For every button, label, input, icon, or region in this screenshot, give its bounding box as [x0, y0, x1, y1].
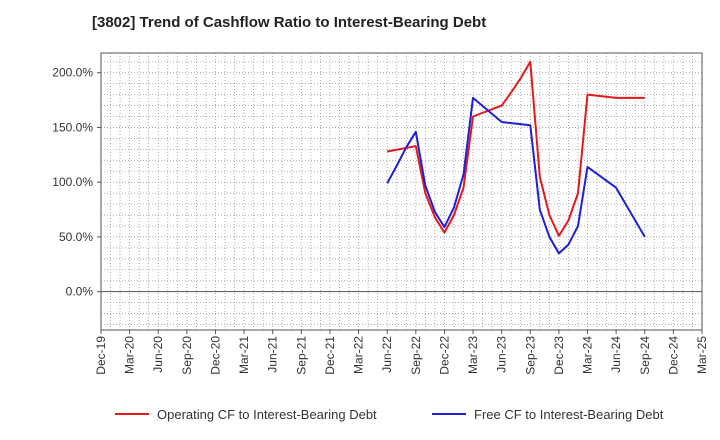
- x-tick-label: Mar-25: [695, 336, 709, 374]
- y-tick-label: 200.0%: [52, 66, 93, 80]
- x-tick-label: Jun-22: [380, 336, 394, 373]
- legend-label: Free CF to Interest-Bearing Debt: [474, 407, 664, 422]
- x-tick-label: Dec-21: [323, 336, 337, 375]
- x-tick-label: Dec-23: [552, 336, 566, 375]
- plot-frame: [100, 52, 703, 331]
- grid-layer: [101, 53, 702, 330]
- series-line-free-cf: [386, 96, 646, 255]
- axis-layer: 0.0% 50.0% 100.0% 150.0% 200.0% Dec-19 Mar-20 J…: [52, 66, 709, 375]
- y-tick-label: 150.0%: [52, 120, 93, 134]
- chart-title: [3802] Trend of Cashflow Ratio to Intere…: [92, 14, 487, 31]
- y-tick-label: 0.0%: [66, 285, 94, 299]
- x-tick-label: Dec-19: [94, 336, 108, 375]
- x-tick-label: Dec-24: [666, 336, 680, 375]
- series-layer: [386, 60, 646, 255]
- x-tick-label: Mar-23: [466, 336, 480, 374]
- x-tick-label: Dec-20: [208, 336, 222, 375]
- x-tick-label: Jun-20: [151, 336, 165, 373]
- x-tick-label: Mar-22: [352, 336, 366, 374]
- x-tick-label: Jun-24: [609, 336, 623, 373]
- x-tick-label: Dec-22: [437, 336, 451, 375]
- x-tick-label: Mar-24: [581, 336, 595, 374]
- x-tick-label: Sep-24: [638, 336, 652, 375]
- x-tick-label: Mar-21: [237, 336, 251, 374]
- x-tick-label: Sep-21: [294, 336, 308, 375]
- x-tick-label: Mar-20: [123, 336, 137, 374]
- x-tick-label: Jun-23: [495, 336, 509, 373]
- legend: Operating CF to Interest-Bearing Debt Fre…: [115, 407, 664, 422]
- y-tick-label: 50.0%: [59, 230, 93, 244]
- series-line-operating-cf: [387, 60, 645, 237]
- y-tick-label: 100.0%: [52, 175, 93, 189]
- x-tick-label: Jun-21: [266, 336, 280, 373]
- x-tick-label: Sep-20: [180, 336, 194, 375]
- legend-label: Operating CF to Interest-Bearing Debt: [157, 407, 377, 422]
- x-tick-label: Sep-22: [409, 336, 423, 375]
- x-tick-label: Sep-23: [523, 336, 537, 375]
